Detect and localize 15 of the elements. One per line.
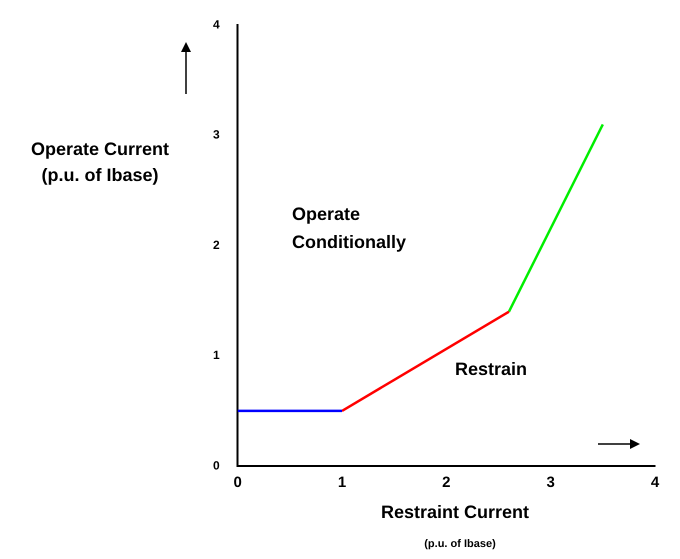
y-tick-label: 1	[212, 348, 220, 362]
y-tick-label: 4	[212, 18, 220, 32]
x-tick-label: 0	[234, 474, 242, 492]
y-axis-title: Operate Current (p.u. of Ibase)	[30, 138, 170, 187]
x-tick-label: 4	[650, 474, 660, 492]
y-tick-label: 0	[212, 458, 220, 472]
y-tick-label: 2	[212, 238, 220, 252]
annotation: Operate Conditionally	[292, 203, 407, 254]
x-tick-label: 1	[338, 474, 346, 492]
annotation: Restrain	[455, 358, 528, 381]
x-tick-label: 3	[546, 474, 555, 492]
text: (p.u. of Ibase)	[423, 538, 497, 550]
y-tick-label: 3	[212, 128, 220, 142]
x-tick-label: 2	[442, 474, 451, 492]
x-axis-title: Restraint Current	[380, 502, 530, 523]
